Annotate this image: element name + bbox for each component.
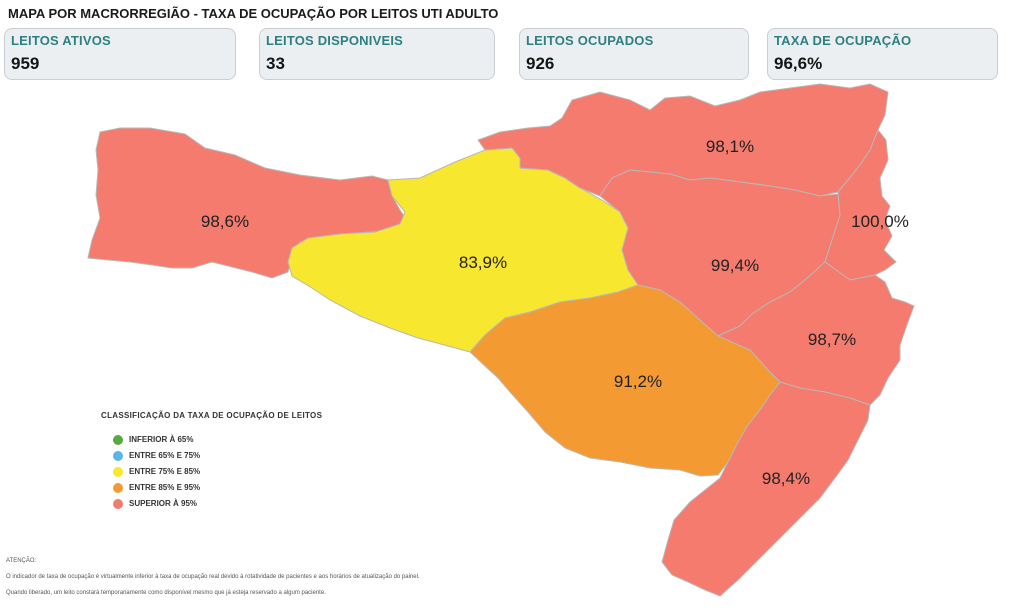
region-label: 98,1% — [706, 137, 754, 156]
kpi-label: TAXA DE OCUPAÇÃO — [774, 33, 912, 48]
region-label: 98,6% — [201, 212, 249, 231]
kpi-card-leitos-ativos: LEITOS ATIVOS 959 — [4, 28, 236, 80]
legend-swatch — [113, 450, 123, 461]
notice-heading: ATENÇÃO: — [6, 558, 37, 564]
kpi-label: LEITOS ATIVOS — [11, 33, 111, 48]
legend-swatch — [113, 498, 123, 509]
kpi-value: 959 — [11, 54, 40, 73]
region-sul[interactable] — [661, 381, 871, 597]
kpi-value: 96,6% — [774, 54, 823, 73]
legend-label: SUPERIOR À 95% — [129, 499, 198, 508]
kpi-card-taxa-ocupacao: TAXA DE OCUPAÇÃO 96,6% — [767, 28, 998, 80]
legend-item: ENTRE 65% E 75% — [101, 450, 322, 461]
legend-swatch — [113, 434, 123, 445]
page-title: MAPA POR MACRORREGIÃO - TAXA DE OCUPAÇÃO… — [8, 6, 499, 21]
region-label: 91,2% — [614, 372, 662, 391]
kpi-card-leitos-ocupados: LEITOS OCUPADOS 926 — [519, 28, 749, 80]
region-label: 100,0% — [851, 212, 909, 231]
legend-item: ENTRE 75% E 85% — [101, 466, 322, 477]
legend-swatch — [113, 466, 123, 477]
region-label: 98,7% — [808, 330, 856, 349]
region-label: 83,9% — [459, 253, 507, 272]
notice-line: Quando liberado, um leito constará tempo… — [6, 590, 326, 596]
region-label: 99,4% — [711, 256, 759, 275]
legend-label: ENTRE 75% E 85% — [129, 467, 201, 476]
legend: CLASSIFICAÇÃO DA TAXA DE OCUPAÇÃO DE LEI… — [101, 411, 322, 509]
legend-item: INFERIOR À 65% — [101, 434, 322, 445]
kpi-value: 33 — [266, 54, 285, 73]
legend-item: SUPERIOR À 95% — [101, 498, 322, 509]
notice-line: O indicador de taxa de ocupação é virtua… — [6, 574, 420, 580]
legend-label: ENTRE 85% E 95% — [129, 483, 201, 492]
region-label: 98,4% — [762, 469, 810, 488]
legend-item: ENTRE 85% E 95% — [101, 482, 322, 493]
kpi-card-leitos-disponiveis: LEITOS DISPONIVEIS 33 — [259, 28, 495, 80]
kpi-label: LEITOS OCUPADOS — [526, 33, 654, 48]
kpi-value: 926 — [526, 54, 555, 73]
legend-label: INFERIOR À 65% — [129, 435, 194, 444]
region-extremo-oeste[interactable] — [87, 127, 409, 279]
legend-swatch — [113, 482, 123, 493]
legend-label: ENTRE 65% E 75% — [129, 451, 201, 460]
legend-title: CLASSIFICAÇÃO DA TAXA DE OCUPAÇÃO DE LEI… — [101, 411, 323, 420]
kpi-label: LEITOS DISPONIVEIS — [266, 33, 404, 48]
